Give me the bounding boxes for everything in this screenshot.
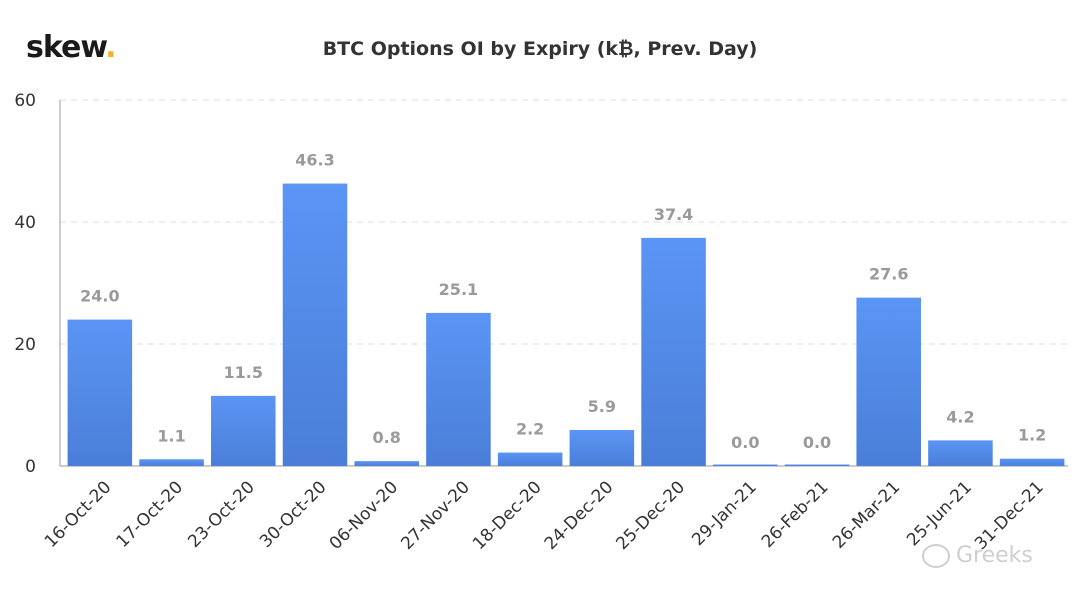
y-tick-label: 60 (14, 91, 36, 111)
logo-text: skew (26, 30, 106, 65)
data-label: 25.1 (439, 280, 478, 299)
x-tick-label: 17-Oct-20 (113, 477, 188, 552)
x-tick-label: 30-Oct-20 (256, 477, 331, 552)
x-axis: 16-Oct-2017-Oct-2023-Oct-2030-Oct-2006-N… (41, 477, 1048, 554)
data-label: 0.0 (731, 433, 759, 452)
x-tick-label: 18-Dec-20 (469, 477, 546, 554)
bar-06-Nov-20 (354, 461, 419, 466)
data-label: 5.9 (588, 397, 616, 416)
bar-25-Jun-21 (928, 440, 993, 466)
x-tick-label: 24-Dec-20 (541, 477, 618, 554)
data-label: 1.1 (157, 426, 185, 445)
x-tick-label: 26-Feb-21 (758, 477, 833, 552)
bar-29-Jan-21 (713, 464, 778, 466)
y-tick-label: 40 (14, 213, 36, 233)
bar-26-Feb-21 (784, 464, 850, 466)
x-tick-label: 26-Mar-21 (829, 477, 904, 552)
bar-31-Dec-21 (999, 458, 1065, 466)
bar-17-Oct-20 (139, 459, 204, 466)
data-label: 37.4 (654, 205, 693, 224)
x-tick-label: 23-Oct-20 (184, 477, 259, 552)
data-label: 46.3 (295, 151, 334, 170)
bar-30-Oct-20 (282, 183, 348, 466)
data-label: 0.8 (373, 428, 401, 447)
bars (67, 183, 1065, 466)
x-tick-label: 29-Jan-21 (688, 477, 761, 550)
data-labels: 24.0 1.1 11.5 46.3 0.8 25.1 2.2 5.9 37.4 0.0 0.0 27… (80, 151, 1046, 452)
wechat-icon (922, 544, 950, 568)
bar-18-Dec-20 (497, 452, 563, 466)
bar-26-Mar-21 (856, 297, 921, 466)
bar-25-Dec-20 (641, 237, 706, 466)
x-tick-label: 06-Nov-20 (326, 477, 403, 554)
x-tick-label: 25-Jun-21 (903, 477, 976, 550)
chart-title: BTC Options OI by Expiry (k₿, Prev. Day) (322, 38, 758, 60)
bar-24-Dec-20 (569, 430, 635, 466)
skew-logo: skew. (26, 30, 117, 65)
data-label: 11.5 (224, 363, 263, 382)
data-label: 1.2 (1018, 426, 1046, 445)
data-label: 2.2 (516, 420, 544, 439)
data-label: 24.0 (80, 287, 119, 306)
data-label: 0.0 (803, 433, 831, 452)
bar-23-Oct-20 (211, 395, 276, 466)
y-tick-label: 20 (14, 335, 36, 355)
x-tick-label: 16-Oct-20 (41, 477, 116, 552)
x-tick-label: 25-Dec-20 (612, 477, 689, 554)
logo-dot: . (105, 30, 116, 65)
data-label: 27.6 (869, 265, 908, 284)
data-label: 4.2 (946, 407, 974, 426)
bar-27-Nov-20 (426, 312, 491, 466)
watermark: Greeks (922, 543, 1033, 568)
watermark-text: Greeks (956, 543, 1033, 568)
y-tick-label: 0 (25, 457, 36, 477)
bar-16-Oct-20 (67, 319, 133, 466)
x-tick-label: 27-Nov-20 (397, 477, 474, 554)
